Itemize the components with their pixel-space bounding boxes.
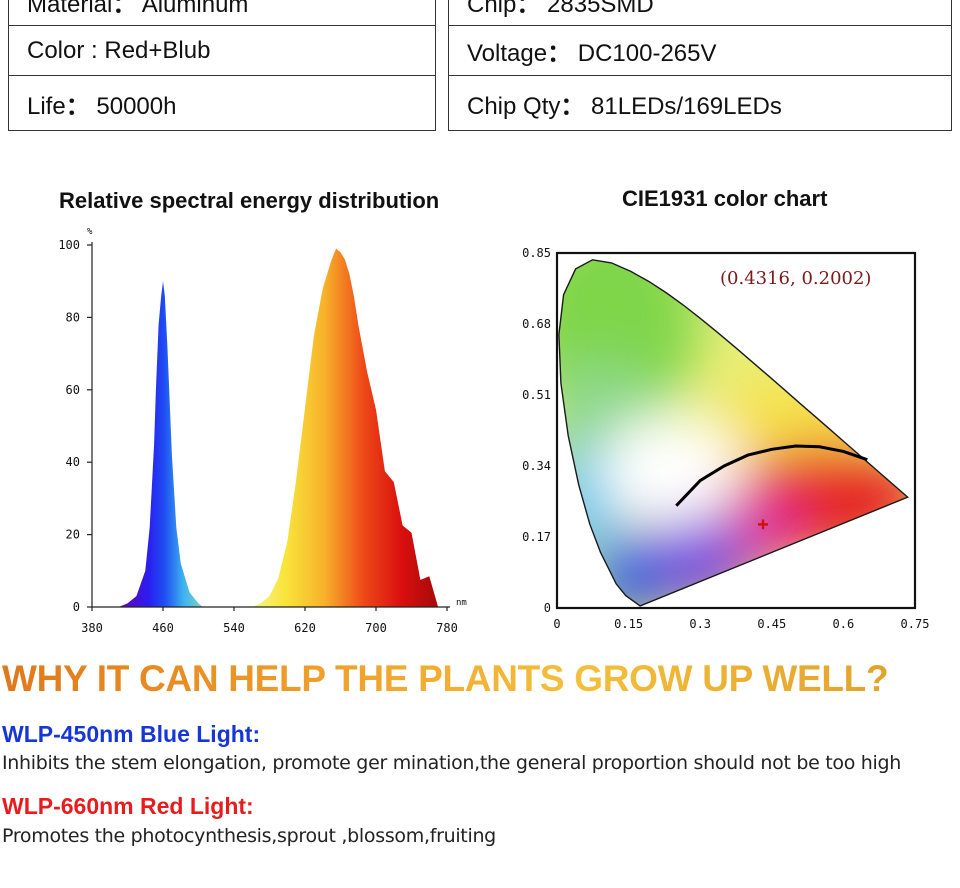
spec-table-right: Chip： 2835SMD Voltage： DC100-265V Chip Q…	[448, 0, 952, 131]
cie-x-tick-label: 0	[553, 617, 560, 631]
charts-canvas: 0 20 40 60 80 100 380 460 540 620 700 780 % nm 0 0.…	[58, 227, 930, 635]
cie-y-tick-label: 0.17	[522, 530, 551, 544]
cie-x-tick-label: 0.3	[689, 617, 711, 631]
cie-y-tick-label: 0.34	[522, 459, 551, 473]
planckian-locus-curve	[675, 444, 868, 507]
cie-y-tick-label: 0.51	[522, 388, 551, 402]
cie-coordinate-label: (0.4316, 0.2002)	[720, 268, 871, 289]
cie-y-tick-label: 0	[544, 601, 551, 615]
spectrum-x-unit: nm	[456, 598, 467, 608]
spectrum-x-tick-label: 780	[436, 621, 458, 635]
cie-x-tick-label: 0.6	[833, 617, 855, 631]
spectrum-y-tick-label: 40	[66, 455, 80, 469]
spectrum-y-tick-label: 100	[58, 238, 80, 252]
cie-x-tick-label: 0.75	[901, 617, 930, 631]
spectrum-y-tick-label: 0	[73, 600, 80, 614]
why-heading: WHY IT CAN HELP THE PLANTS GROW UP WELL?	[2, 658, 889, 699]
cie-y-tick-label: 0.68	[522, 317, 551, 331]
cie-x-tick-label: 0.15	[614, 617, 643, 631]
cie-chart: 0 0.17 0.34 0.51 0.68 0.85 0 0.15 0.3 0.45 0.6 0.7…	[522, 246, 930, 631]
spectrum-x-tick-label: 380	[81, 621, 103, 635]
cie-chromaticity-point	[758, 519, 769, 530]
spectrum-chart-title: Relative spectral energy distribution	[59, 188, 440, 213]
blue-light-description: Inhibits the stem elongation, promote ge…	[2, 752, 901, 774]
cie-x-tick-label: 0.45	[757, 617, 786, 631]
cie-plot-frame	[555, 251, 917, 610]
cie-y-tick-label: 0.85	[522, 246, 551, 260]
spec-cell: Life： 50000h	[8, 75, 436, 131]
spectrum-y-unit: %	[87, 227, 93, 237]
spec-cell: Color : Red+Blub	[8, 25, 436, 76]
cie-spectral-locus	[558, 259, 910, 607]
spectrum-chart: 0 20 40 60 80 100 380 460 540 620 700 780 % nm	[58, 227, 467, 635]
spec-table-left: Material： Aluminum Color : Red+Blub Life…	[8, 0, 436, 131]
spectrum-y-tick-label: 80	[66, 310, 80, 324]
spectrum-y-tick-label: 60	[66, 383, 80, 397]
red-light-description: Promotes the photocynthesis,sprout ,blos…	[2, 825, 496, 847]
red-light-title: WLP-660nm Red Light:	[2, 793, 254, 819]
spectrum-x-tick-label: 540	[223, 621, 245, 635]
cie-chart-title: CIE1931 color chart	[622, 186, 828, 211]
spectrum-x-tick-label: 620	[294, 621, 316, 635]
spec-cell: Material： Aluminum	[8, 0, 436, 26]
spectrum-x-tick-label: 460	[152, 621, 174, 635]
spec-cell: Voltage： DC100-265V	[448, 25, 952, 76]
spec-cell: Chip Qty： 81LEDs/169LEDs	[448, 75, 952, 131]
spectrum-y-tick-label: 20	[66, 528, 80, 542]
spectrum-x-tick-label: 700	[365, 621, 387, 635]
spectrum-area	[92, 248, 447, 607]
blue-light-title: WLP-450nm Blue Light:	[2, 721, 261, 747]
